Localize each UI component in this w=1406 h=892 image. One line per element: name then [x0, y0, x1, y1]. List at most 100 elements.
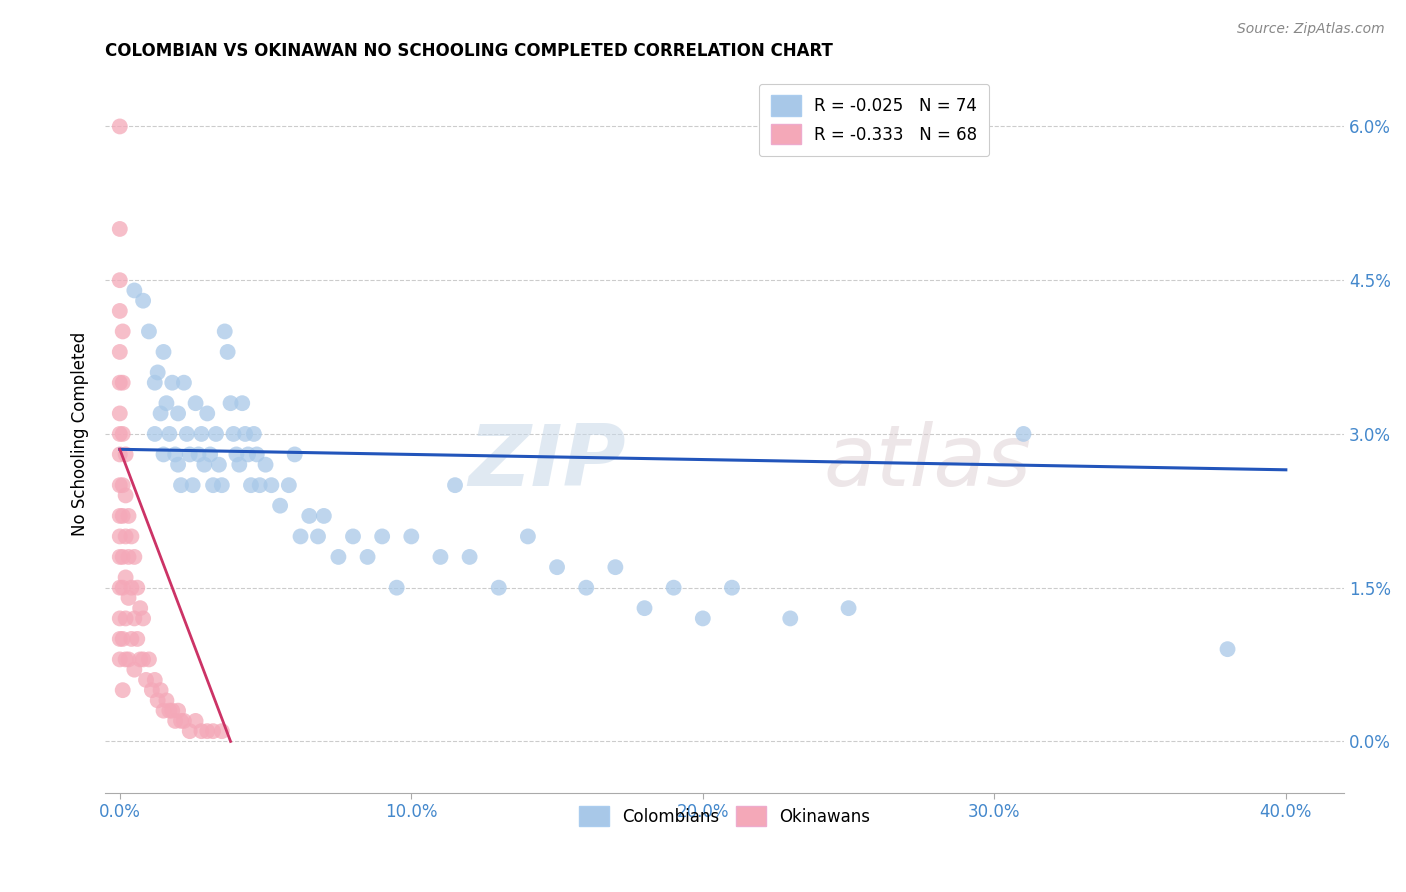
Point	[108, 406, 131, 420]
Point	[120, 632, 142, 646]
Point	[143, 426, 166, 441]
Point	[143, 376, 166, 390]
Point	[108, 549, 131, 564]
Text: ZIP: ZIP	[468, 421, 626, 504]
Point	[243, 426, 266, 441]
Point	[246, 447, 269, 461]
Point	[114, 570, 136, 584]
Point	[260, 478, 283, 492]
Point	[120, 529, 142, 543]
Point	[184, 714, 207, 728]
Point	[575, 581, 598, 595]
Text: Source: ZipAtlas.com: Source: ZipAtlas.com	[1237, 22, 1385, 37]
Point	[429, 549, 451, 564]
Point	[190, 724, 212, 739]
Point	[214, 325, 236, 339]
Point	[328, 549, 350, 564]
Point	[202, 724, 225, 739]
Point	[111, 325, 134, 339]
Legend: Colombians, Okinawans: Colombians, Okinawans	[571, 797, 879, 835]
Point	[195, 406, 218, 420]
Point	[228, 458, 250, 472]
Point	[108, 447, 131, 461]
Point	[211, 478, 233, 492]
Point	[231, 396, 253, 410]
Point	[108, 304, 131, 318]
Point	[138, 652, 160, 666]
Point	[662, 581, 685, 595]
Point	[114, 652, 136, 666]
Point	[114, 488, 136, 502]
Point	[108, 581, 131, 595]
Point	[127, 632, 149, 646]
Point	[165, 447, 187, 461]
Point	[173, 376, 195, 390]
Point	[284, 447, 307, 461]
Point	[179, 724, 201, 739]
Point	[157, 704, 180, 718]
Point	[167, 704, 190, 718]
Point	[108, 273, 131, 287]
Y-axis label: No Schooling Completed: No Schooling Completed	[72, 332, 89, 536]
Point	[114, 611, 136, 625]
Point	[111, 683, 134, 698]
Point	[176, 426, 198, 441]
Point	[108, 632, 131, 646]
Point	[120, 581, 142, 595]
Point	[249, 478, 271, 492]
Point	[721, 581, 744, 595]
Point	[149, 683, 172, 698]
Point	[162, 704, 184, 718]
Point	[138, 325, 160, 339]
Point	[108, 376, 131, 390]
Point	[114, 529, 136, 543]
Point	[269, 499, 291, 513]
Point	[108, 426, 131, 441]
Point	[111, 581, 134, 595]
Point	[155, 396, 177, 410]
Point	[152, 704, 174, 718]
Point	[605, 560, 627, 574]
Point	[356, 549, 378, 564]
Point	[187, 447, 209, 461]
Point	[111, 426, 134, 441]
Point	[149, 406, 172, 420]
Point	[108, 120, 131, 134]
Point	[152, 345, 174, 359]
Point	[277, 478, 299, 492]
Point	[124, 611, 146, 625]
Point	[117, 591, 139, 605]
Point	[225, 447, 247, 461]
Point	[129, 601, 152, 615]
Point	[208, 458, 231, 472]
Point	[117, 549, 139, 564]
Point	[117, 508, 139, 523]
Point	[233, 426, 256, 441]
Point	[173, 714, 195, 728]
Point	[132, 652, 155, 666]
Point	[312, 508, 335, 523]
Point	[124, 663, 146, 677]
Point	[132, 611, 155, 625]
Point	[146, 693, 169, 707]
Text: COLOMBIAN VS OKINAWAN NO SCHOOLING COMPLETED CORRELATION CHART: COLOMBIAN VS OKINAWAN NO SCHOOLING COMPL…	[105, 42, 834, 60]
Point	[111, 478, 134, 492]
Point	[108, 508, 131, 523]
Point	[307, 529, 329, 543]
Point	[143, 673, 166, 687]
Point	[516, 529, 538, 543]
Point	[205, 426, 228, 441]
Point	[202, 478, 225, 492]
Point	[385, 581, 408, 595]
Point	[692, 611, 714, 625]
Point	[108, 652, 131, 666]
Point	[1216, 642, 1239, 657]
Text: atlas: atlas	[824, 421, 1032, 504]
Point	[195, 724, 218, 739]
Point	[167, 406, 190, 420]
Point	[111, 376, 134, 390]
Point	[254, 458, 277, 472]
Point	[838, 601, 860, 615]
Point	[181, 478, 204, 492]
Point	[108, 529, 131, 543]
